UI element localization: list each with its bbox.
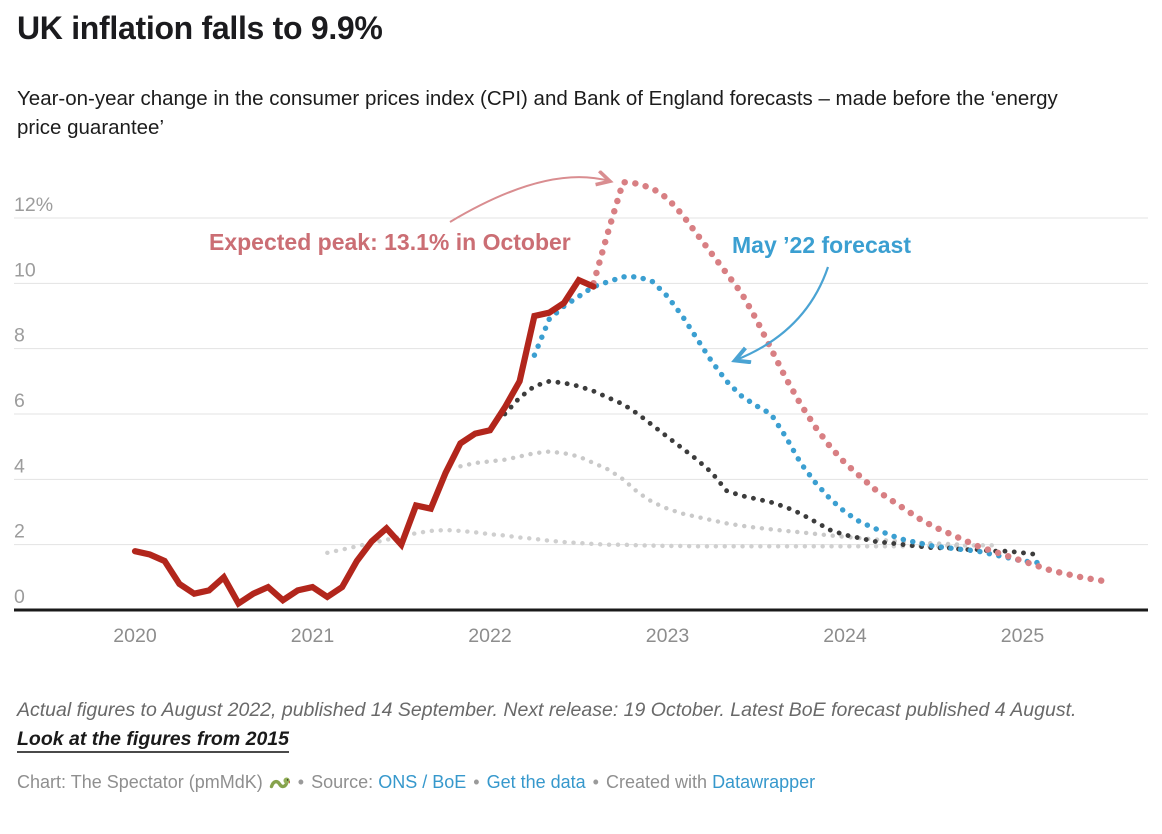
chart-subtitle: Year-on-year change in the consumer pric…: [17, 87, 1058, 140]
series-line-dotted-c9c9c9: [458, 449, 966, 547]
annotation-expected-peak: Expected peak: 13.1% in October: [209, 229, 571, 255]
y-tick-label: 8: [14, 325, 25, 347]
arrow-to-may22-line: [736, 266, 830, 360]
snake-emoji-icon: [269, 777, 291, 789]
y-tick-label: 12%: [14, 194, 53, 216]
get-the-data-link[interactable]: Get the data: [486, 772, 586, 792]
y-tick-label: 6: [14, 390, 25, 412]
created-with-label: Created with: [605, 772, 708, 792]
chart-title: UK inflation falls to 9.9%: [17, 10, 383, 46]
datawrapper-link[interactable]: Datawrapper: [712, 772, 816, 792]
x-tick-label: 2021: [291, 625, 334, 647]
annotation-may22-forecast: May ’22 forecast: [732, 232, 911, 258]
y-tick-label: 0: [14, 586, 25, 608]
series-line-solid-b2261c: [131, 276, 597, 608]
y-tick-label: 10: [14, 259, 36, 281]
x-tick-label: 2022: [468, 625, 511, 647]
chart-byline: Chart: The Spectator (pmMdK) • Source: O…: [17, 770, 815, 794]
chart-notes: Actual figures to August 2022, published…: [17, 696, 1107, 755]
series-line-dotted-3b9fd1: [531, 274, 1040, 566]
x-tick-label: 2024: [823, 625, 867, 647]
separator-dot: •: [297, 772, 305, 792]
series-line-dotted-d87f83: [590, 178, 1115, 586]
x-tick-label: 2025: [1001, 625, 1045, 647]
line-chart-canvas: 0 2 4 6 8 10 12% 2020 2021 2022 2023 2024 2025: [14, 160, 1148, 647]
arrow-to-expected-peak: [449, 177, 609, 223]
x-tick-label: 2023: [646, 625, 689, 647]
separator-dot: •: [592, 772, 599, 792]
x-tick-label: 2020: [113, 625, 157, 647]
source-label: Source:: [311, 772, 374, 792]
source-link[interactable]: ONS / BoE: [378, 772, 467, 792]
figures-from-2015-link[interactable]: Look at the figures from 2015: [17, 728, 289, 754]
credit-text: Chart: The Spectator (pmMdK): [17, 772, 263, 792]
notes-text: Actual figures to August 2022, published…: [17, 699, 1077, 721]
y-tick-label: 2: [14, 521, 25, 543]
y-tick-label: 4: [14, 455, 25, 477]
separator-dot: •: [473, 772, 480, 792]
